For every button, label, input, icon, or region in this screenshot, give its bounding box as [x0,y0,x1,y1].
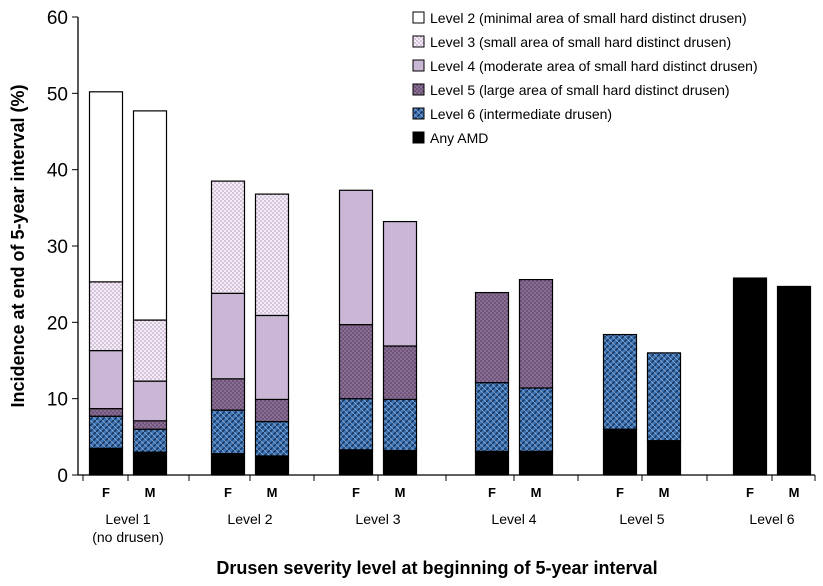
sex-label: M [531,485,542,500]
bar-segment-level-6-f-s0 [732,277,768,476]
legend-swatch [412,35,425,48]
x-labels-layer: F M Level 1 (no drusen) F M Level 2 F M Level 3 F M… [92,485,799,545]
bar-segment-level-5-m-s0 [646,440,682,476]
x-axis-title: Drusen severity level at beginning of 5-… [216,558,657,578]
group-label: Level 2 [227,511,272,527]
bar-segment-level-1-f-s0 [88,447,124,476]
sex-label: M [145,485,156,500]
group-label: Level 3 [355,511,400,527]
bar-segment-level-3-f-s2 [338,324,374,400]
bar-segment-level-1-m-s4 [132,319,168,382]
sex-label: M [659,485,670,500]
bar-segment-level-3-m-s0 [382,449,418,476]
bar-segment-level-3-m-s3 [382,220,418,347]
bar-segment-level-3-f-s0 [338,449,374,476]
bar-segment-level-5-f-s1 [602,333,638,430]
sex-label: F [224,485,232,500]
bar-segment-level-5-m-s1 [646,352,682,442]
legend-label: Level 3 (small area of small hard distin… [430,34,731,50]
bar-segment-level-3-m-s1 [382,398,418,452]
bar-segment-level-4-m-s2 [518,278,554,389]
bar-segment-level-5-f-s0 [602,428,638,476]
legend-swatch [412,83,425,96]
legend-swatch [412,59,425,72]
bar-segment-level-1-m-s5 [132,110,168,321]
bar-segment-level-4-f-s0 [474,450,510,476]
bar-segment-level-2-m-s0 [254,455,290,476]
y-tick-label: 60 [47,8,68,29]
bar-segment-level-1-f-s1 [88,415,124,449]
bars-layer [88,91,812,476]
bar-segment-level-1-f-s2 [88,407,124,417]
sex-label: F [488,485,496,500]
bar-segment-level-2-m-s3 [254,314,290,401]
sex-label: F [352,485,360,500]
legend: Level 2 (minimal area of small hard dist… [412,10,758,146]
legend-swatch [412,131,425,144]
group-sublabel: (no drusen) [92,529,164,545]
bar-segment-level-2-f-s0 [210,453,246,476]
bar-segment-level-1-m-s3 [132,380,168,422]
y-tick-label: 10 [47,390,68,411]
bar-segment-level-4-m-s0 [518,450,554,476]
bar-segment-level-2-f-s2 [210,378,246,411]
bar-segment-level-2-m-s2 [254,398,290,423]
bar-segment-level-3-f-s3 [338,189,374,326]
bar-segment-level-6-m-s0 [776,285,812,476]
sex-label: F [746,485,754,500]
bar-segment-level-1-m-s1 [132,428,168,453]
group-label: Level 6 [749,511,794,527]
bar-segment-level-1-f-s4 [88,281,124,352]
legend-label: Level 2 (minimal area of small hard dist… [430,10,747,26]
legend-swatch [412,107,425,120]
bar-segment-level-2-f-s3 [210,292,246,380]
y-tick-label: 20 [47,313,68,334]
sex-label: M [267,485,278,500]
bar-segment-level-1-f-s5 [88,91,124,283]
legend-label: Level 4 (moderate area of small hard dis… [430,58,758,74]
bar-segment-level-4-f-s2 [474,291,510,384]
y-tick-label: 30 [47,237,68,258]
bar-segment-level-2-m-s1 [254,420,290,457]
legend-label: Level 5 (large area of small hard distin… [430,82,730,98]
bar-segment-level-4-m-s1 [518,387,554,452]
bar-segment-level-3-m-s2 [382,345,418,401]
bar-segment-level-2-f-s1 [210,409,246,455]
group-label: Level 1 [105,511,150,527]
bar-segment-level-2-m-s4 [254,193,290,317]
sex-label: F [102,485,110,500]
sex-label: M [395,485,406,500]
y-axis-title: Incidence at end of 5-year interval (%) [8,84,28,407]
legend-swatch [412,11,425,24]
legend-label: Any AMD [430,130,488,146]
group-label: Level 4 [491,511,536,527]
bar-segment-level-1-m-s2 [132,420,168,430]
legend-label: Level 6 (intermediate drusen) [430,106,612,122]
bar-segment-level-1-f-s3 [88,349,124,410]
y-tick-label: 40 [47,161,68,182]
y-tick-label: 50 [47,84,68,105]
sex-label: F [616,485,624,500]
sex-label: M [789,485,800,500]
bar-segment-level-2-f-s4 [210,180,246,294]
bar-segment-level-4-f-s1 [474,382,510,452]
bar-segment-level-1-m-s0 [132,451,168,476]
bar-segment-level-3-f-s1 [338,398,374,451]
y-tick-label: 0 [57,466,68,487]
group-label: Level 5 [619,511,664,527]
y-ticks-layer: 0 10 20 30 40 50 60 [47,8,78,487]
